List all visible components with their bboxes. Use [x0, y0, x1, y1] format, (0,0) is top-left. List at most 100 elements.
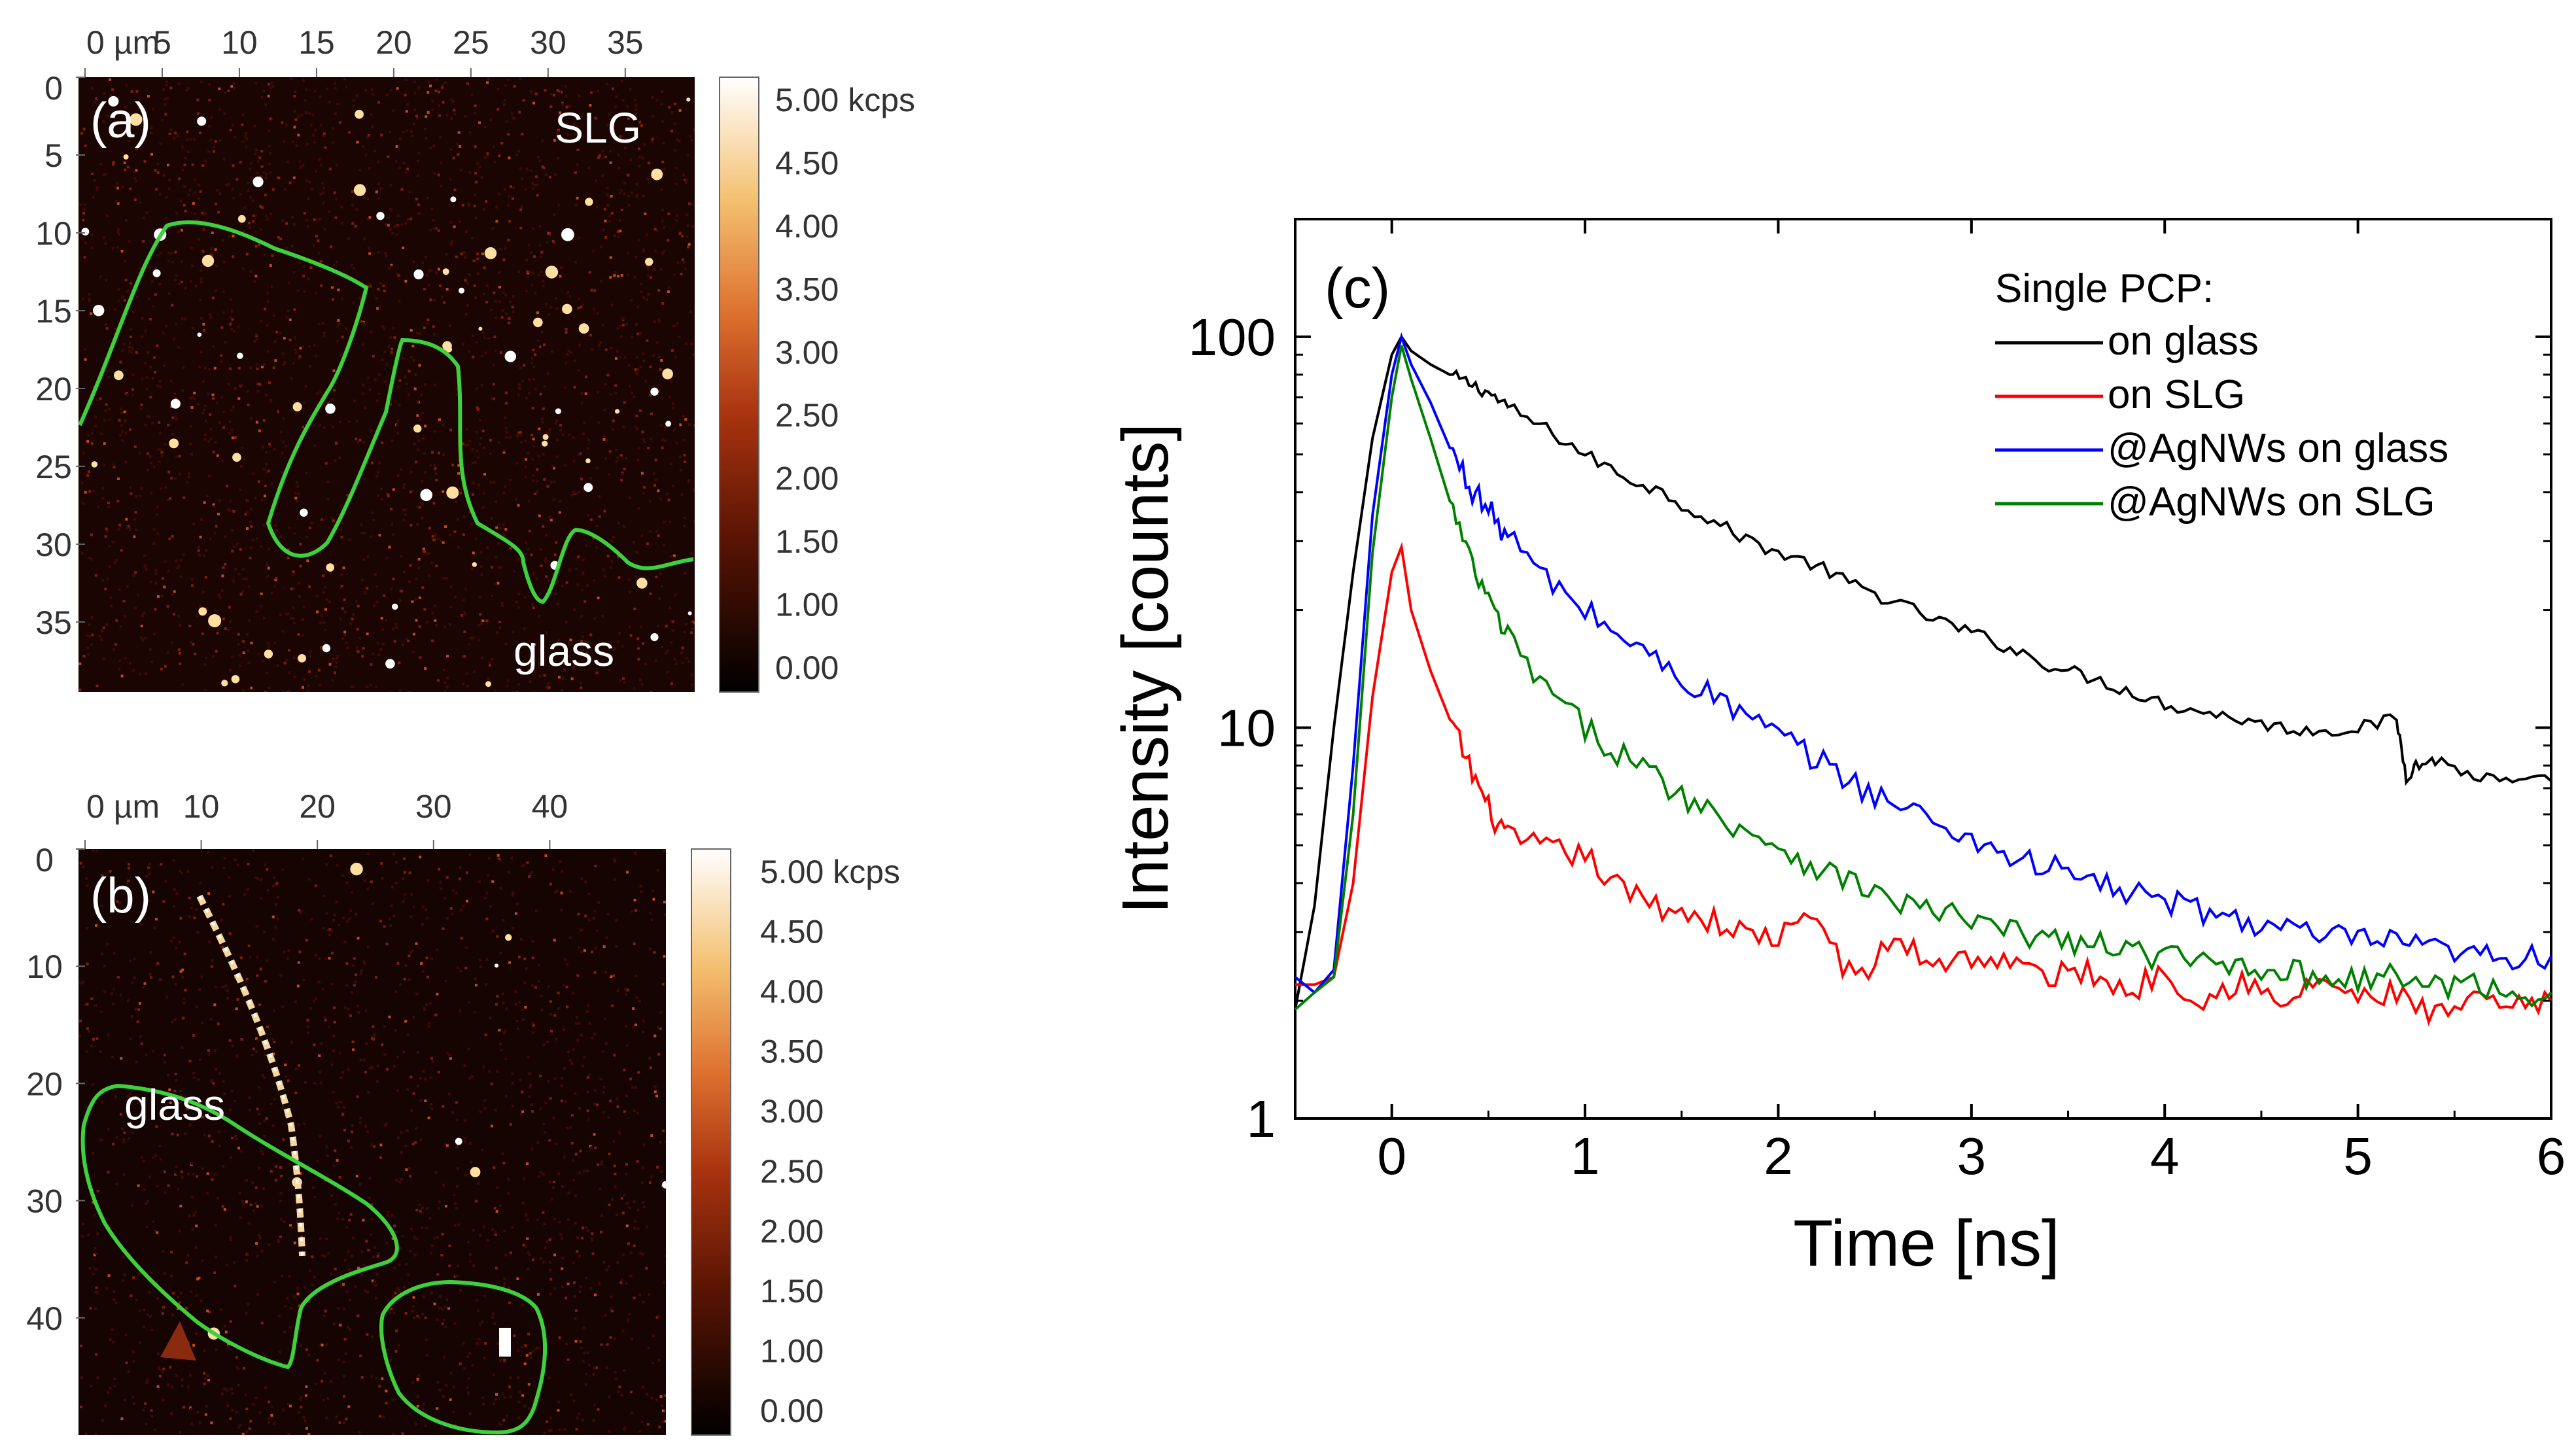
map-pixel [599, 245, 602, 249]
map-pixel [261, 206, 264, 209]
map-pixel [229, 1320, 232, 1323]
map-pixel [255, 537, 258, 540]
map-pixel [574, 171, 577, 174]
map-pixel [593, 1088, 597, 1092]
map-pixel [219, 139, 222, 142]
map-pixel [83, 203, 86, 206]
map-pixel [290, 245, 294, 248]
map-pixel [394, 622, 398, 625]
map-pixel [644, 212, 647, 215]
map-pixel [452, 156, 455, 160]
map-pixel [514, 1003, 517, 1006]
map-pixel [341, 637, 344, 640]
map-pixel [492, 364, 495, 367]
map-pixel [299, 165, 302, 169]
map-pixel [161, 1370, 164, 1374]
map-pixel [523, 1404, 527, 1408]
map-pixel [483, 896, 487, 899]
map-pixel [436, 992, 439, 996]
map-pixel [610, 303, 614, 307]
map-pixel [313, 218, 316, 221]
map-pixel [611, 1004, 614, 1007]
map-pixel [245, 252, 249, 256]
map-pixel [424, 1100, 427, 1102]
map-pixel [517, 1400, 521, 1404]
map-pixel [215, 202, 218, 205]
map-pixel [589, 633, 593, 636]
map-pixel [222, 866, 226, 869]
map-pixel [532, 1031, 535, 1034]
map-pixel [606, 373, 610, 377]
map-pixel [640, 124, 643, 127]
map-pixel [287, 612, 290, 615]
map-pixel [578, 1412, 581, 1415]
map-pixel [536, 1346, 540, 1349]
map-pixel [181, 1175, 184, 1179]
map-pixel [167, 423, 170, 426]
map-pixel [343, 77, 347, 80]
map-pixel [209, 316, 213, 319]
map-pixel [142, 986, 145, 989]
map-pixel [620, 478, 623, 481]
map-pixel [340, 574, 343, 577]
map-pixel [521, 133, 524, 136]
bright-spot [350, 863, 363, 876]
map-pixel [104, 173, 107, 176]
map-pixel [164, 1061, 167, 1064]
map-pixel [282, 352, 285, 355]
map-pixel [180, 260, 183, 263]
map-pixel [539, 392, 542, 396]
map-pixel [354, 980, 357, 983]
map-pixel [684, 460, 687, 463]
map-pixel [495, 500, 497, 503]
map-pixel [179, 970, 183, 973]
map-pixel [363, 477, 366, 481]
map-pixel [227, 628, 230, 631]
bright-spot [252, 177, 264, 188]
map-pixel [338, 1211, 341, 1215]
map-pixel [441, 1232, 444, 1236]
map-pixel [472, 259, 476, 262]
map-pixel [95, 1286, 98, 1289]
map-pixel [379, 1415, 381, 1418]
map-pixel [358, 1121, 362, 1124]
map-pixel [101, 629, 104, 632]
map-pixel [231, 309, 234, 313]
map-pixel [445, 252, 448, 256]
map-pixel [421, 1206, 425, 1209]
map-pixel [462, 515, 466, 518]
map-pixel [572, 122, 576, 126]
map-pixel [652, 268, 655, 271]
map-pixel [366, 218, 370, 221]
map-pixel [180, 1094, 183, 1097]
map-pixel [503, 1277, 506, 1280]
map-pixel [600, 1343, 603, 1346]
map-pixel [613, 1337, 616, 1340]
map-pixel [339, 1077, 343, 1080]
map-pixel [320, 164, 323, 167]
map-pixel [483, 446, 486, 449]
map-pixel [171, 535, 174, 538]
map-pixel [194, 652, 197, 655]
map-pixel [437, 419, 440, 423]
map-pixel [281, 219, 285, 222]
map-pixel [260, 1204, 264, 1207]
map-pixel [175, 559, 178, 563]
map-pixel [279, 1166, 282, 1169]
map-pixel [242, 640, 245, 643]
map-pixel [207, 1049, 210, 1052]
map-pixel [245, 1311, 248, 1315]
map-pixel [274, 340, 277, 343]
map-pixel [368, 1196, 371, 1200]
bright-spot [478, 326, 483, 331]
map-pixel [582, 487, 585, 491]
map-pixel [148, 648, 152, 651]
map-pixel [635, 103, 637, 107]
map-pixel [618, 632, 621, 634]
map-pixel [691, 620, 695, 623]
map-pixel [123, 410, 126, 413]
map-pixel [250, 642, 253, 644]
map-pixel [364, 1071, 367, 1073]
map-pixel [616, 640, 619, 643]
